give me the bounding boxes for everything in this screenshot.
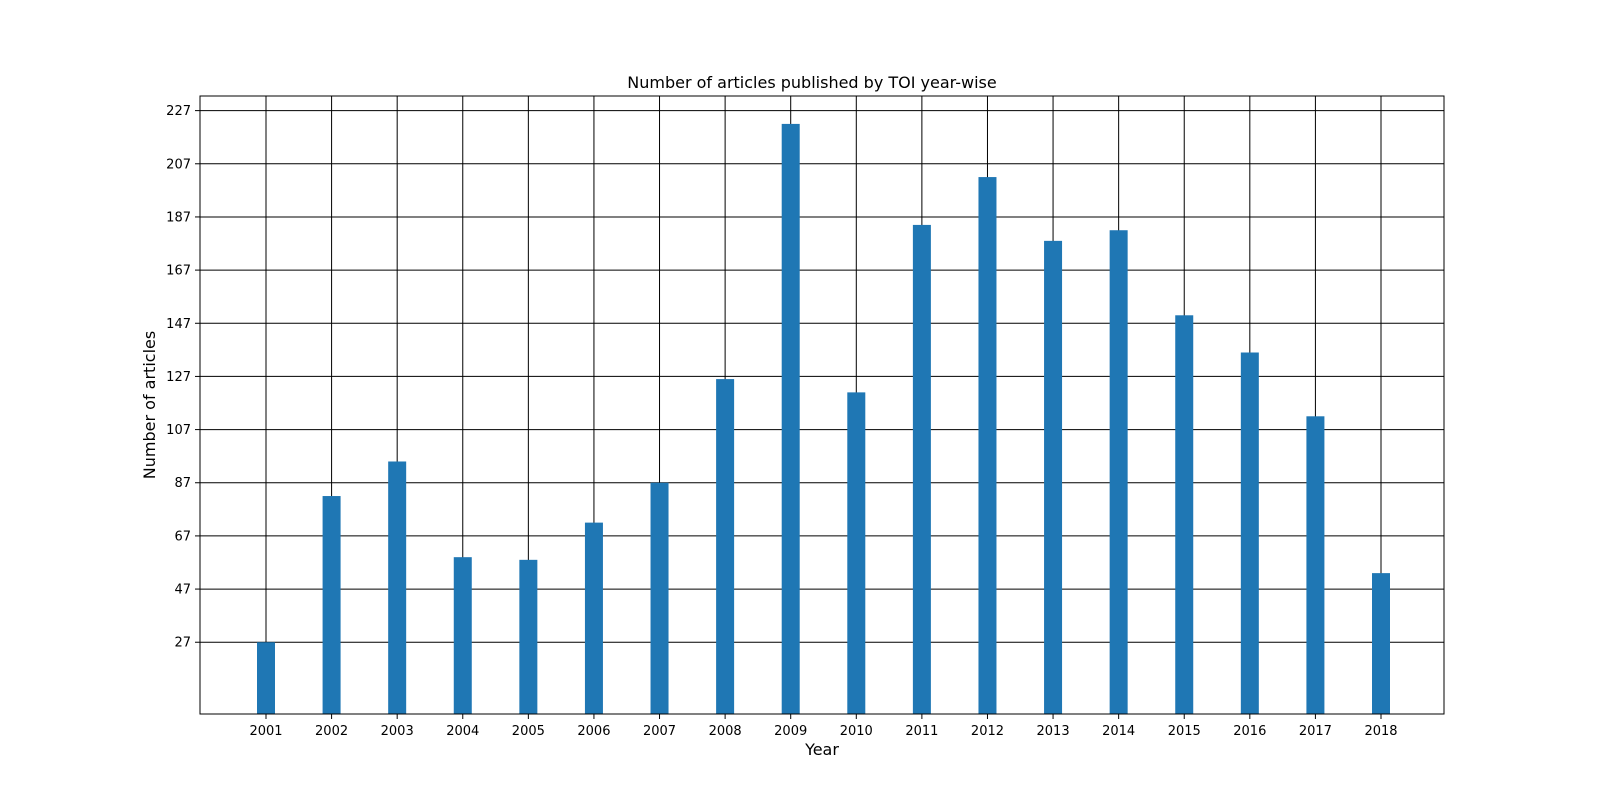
x-tick-label: 2009 bbox=[774, 724, 807, 739]
bar-2005 bbox=[519, 559, 538, 714]
x-tick-label: 2003 bbox=[381, 724, 414, 739]
y-tick-label: 47 bbox=[174, 583, 191, 598]
bar-2006 bbox=[584, 522, 603, 714]
x-axis-ticks: 2001 2002 2003 2004 2005 2006 2007 2008 2009 2010… bbox=[249, 714, 1398, 739]
x-tick-label: 2010 bbox=[840, 724, 873, 739]
bar-2004 bbox=[453, 557, 472, 714]
bar-2002 bbox=[322, 496, 341, 714]
y-axis-ticks: 27 47 67 87 107 127 147 167 187 207 227 bbox=[166, 104, 200, 651]
y-tick-label: 227 bbox=[166, 104, 191, 119]
y-tick-label: 87 bbox=[174, 476, 191, 491]
x-tick-label: 2005 bbox=[512, 724, 545, 739]
bar-2017 bbox=[1306, 416, 1325, 714]
x-tick-label: 2006 bbox=[577, 724, 610, 739]
x-axis-label: Year bbox=[804, 740, 839, 759]
y-tick-label: 147 bbox=[166, 317, 191, 332]
y-tick-label: 207 bbox=[166, 157, 191, 172]
bar-2014 bbox=[1109, 230, 1128, 715]
y-axis-label: Number of articles bbox=[140, 331, 159, 479]
bar-2003 bbox=[388, 461, 407, 714]
x-tick-label: 2007 bbox=[643, 724, 676, 739]
y-tick-label: 187 bbox=[166, 210, 191, 225]
bar-2016 bbox=[1240, 352, 1259, 714]
x-tick-label: 2001 bbox=[249, 724, 282, 739]
y-tick-label: 107 bbox=[166, 423, 191, 438]
bar-2007 bbox=[650, 482, 669, 714]
bar-2012 bbox=[978, 177, 997, 714]
bar-2008 bbox=[716, 379, 735, 714]
x-tick-label: 2015 bbox=[1168, 724, 1201, 739]
bar-2010 bbox=[847, 392, 866, 714]
bars bbox=[257, 123, 1390, 715]
bar-2009 bbox=[781, 123, 800, 715]
x-tick-label: 2013 bbox=[1037, 724, 1070, 739]
y-tick-label: 67 bbox=[174, 529, 191, 544]
x-tick-label: 2004 bbox=[446, 724, 479, 739]
y-tick-label: 27 bbox=[174, 636, 191, 651]
bar-2011 bbox=[912, 224, 931, 714]
bar-2015 bbox=[1175, 315, 1194, 714]
y-tick-label: 167 bbox=[166, 264, 191, 279]
x-tick-label: 2008 bbox=[709, 724, 742, 739]
x-tick-label: 2002 bbox=[315, 724, 348, 739]
x-tick-label: 2016 bbox=[1233, 724, 1266, 739]
y-tick-label: 127 bbox=[166, 370, 191, 385]
x-tick-label: 2014 bbox=[1102, 724, 1135, 739]
plot-area-frame bbox=[199, 95, 1445, 715]
x-tick-label: 2017 bbox=[1299, 724, 1332, 739]
x-tick-label: 2012 bbox=[971, 724, 1004, 739]
x-tick-label: 2018 bbox=[1364, 724, 1397, 739]
x-tick-label: 2011 bbox=[905, 724, 938, 739]
bar-2018 bbox=[1372, 573, 1390, 714]
bar-2001 bbox=[257, 642, 275, 714]
bar-2013 bbox=[1044, 240, 1063, 715]
chart-title: Number of articles published by TOI year… bbox=[627, 73, 996, 92]
